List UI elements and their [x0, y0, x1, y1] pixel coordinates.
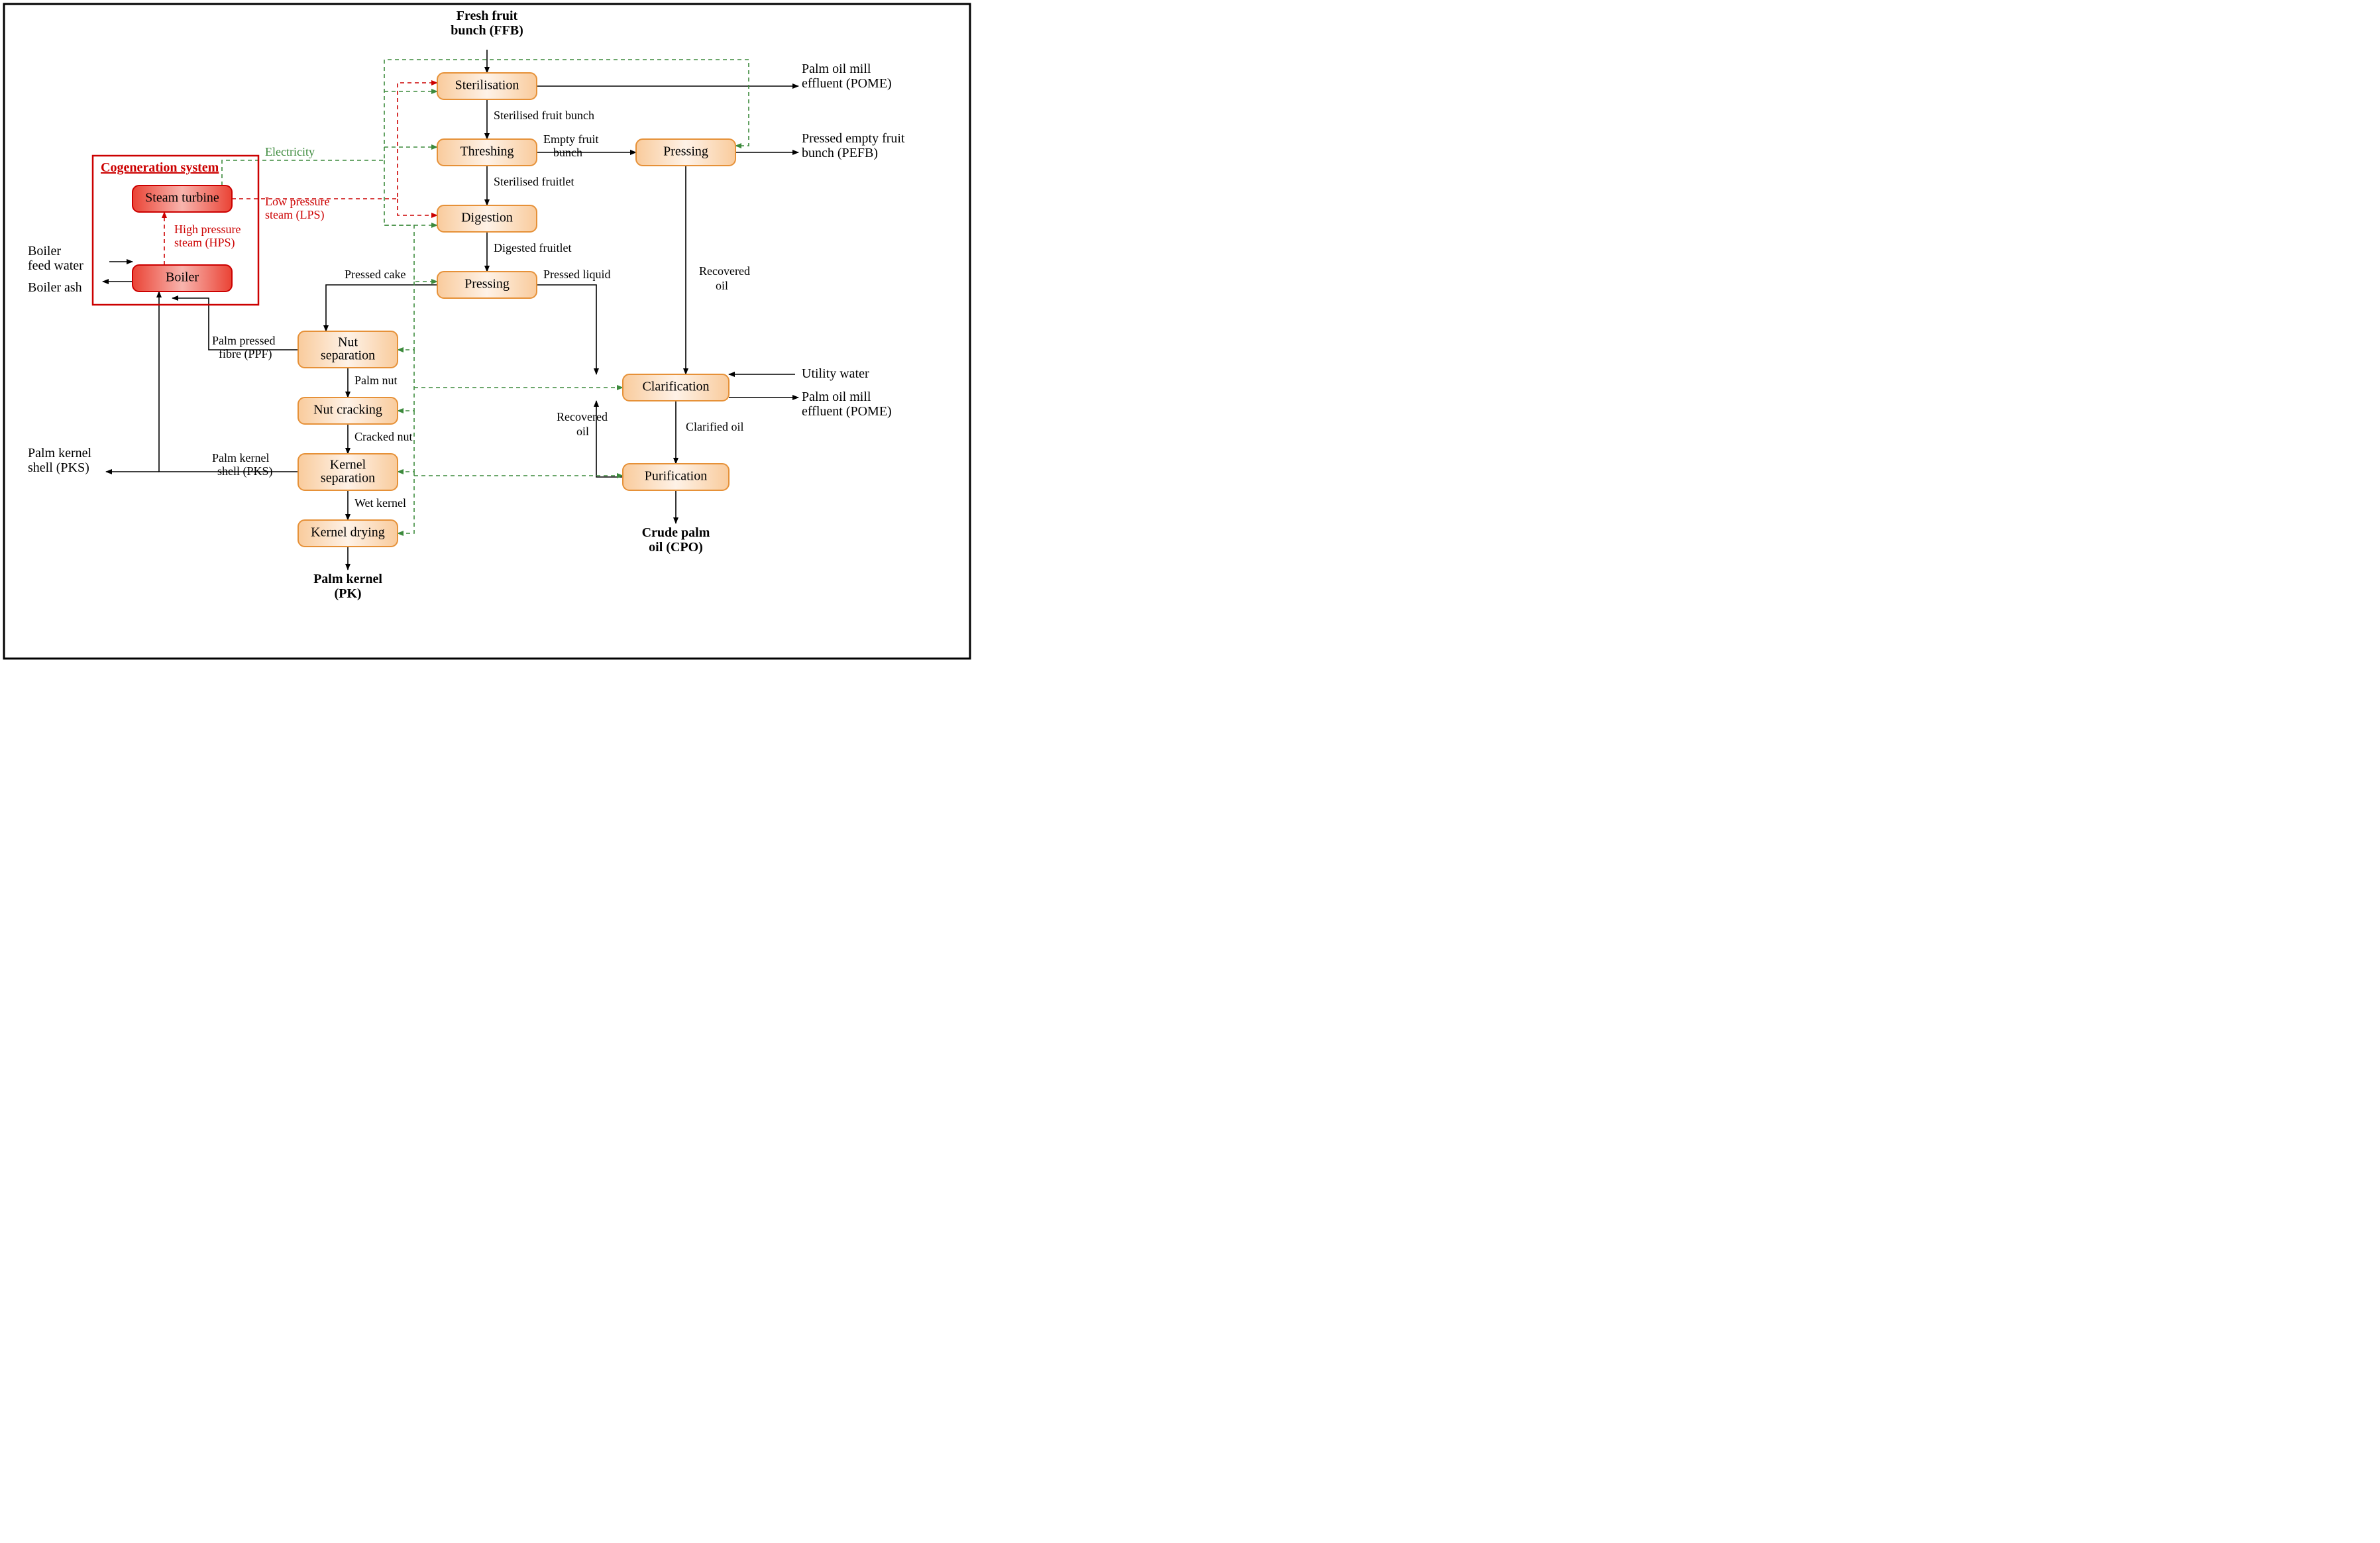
node-label-digestion: Digestion — [461, 211, 513, 225]
node-pressing_main: Pressing — [437, 272, 537, 298]
text-ffb: Fresh fruitbunch (FFB) — [451, 9, 523, 38]
edge-label-recovered_efb: Recovered — [699, 264, 750, 278]
node-label-kernel_dry: Kernel drying — [311, 525, 385, 540]
edge-label-ppf2: fibre (PPF) — [219, 347, 272, 361]
node-nut_crack: Nut cracking — [298, 398, 398, 424]
node-label-purification: Purification — [645, 469, 707, 484]
edge-label-hps: High pressure — [174, 223, 241, 236]
edge-label-pks_in2: shell (PKS) — [217, 464, 273, 478]
edge-label-ster_fruitlet: Sterilised fruitlet — [494, 175, 574, 188]
node-label-sterilisation: Sterilisation — [455, 78, 519, 93]
edge-label-pks_in: Palm kernel — [212, 451, 269, 464]
edge-label-recovered_efb2: oil — [716, 279, 728, 292]
text-boiler_ash: Boiler ash — [28, 280, 82, 295]
edge-label-wet_kernel: Wet kernel — [354, 496, 406, 509]
node-digestion: Digestion — [437, 205, 537, 232]
edge-label-hps2: steam (HPS) — [174, 236, 235, 250]
node-label-nut_crack: Nut cracking — [313, 403, 382, 417]
node-nut_sep: Nutseparation — [298, 331, 398, 368]
node-label-steam_turbine: Steam turbine — [145, 191, 219, 205]
edge-label-ster_fruit_bunch: Sterilised fruit bunch — [494, 109, 594, 122]
node-label-pressing_efb: Pressing — [663, 144, 708, 159]
palm-oil-flowchart: Cogeneration system Steam turbine Boiler St… — [0, 0, 974, 663]
text-pks_out: Palm kernelshell (PKS) — [28, 446, 92, 475]
node-steam_turbine: Steam turbine — [133, 186, 232, 212]
edge-label-digested: Digested fruitlet — [494, 241, 571, 254]
node-pressing_efb: Pressing — [636, 139, 735, 166]
edge-label-elec: Electricity — [265, 145, 315, 158]
edge-label-lps2: steam (LPS) — [265, 208, 325, 222]
node-purification: Purification — [623, 464, 729, 490]
node-kernel_sep: Kernelseparation — [298, 454, 398, 490]
node-threshing: Threshing — [437, 139, 537, 166]
cogen-title: Cogeneration system — [101, 160, 219, 175]
node-boiler: Boiler — [133, 265, 232, 292]
edge-label-recovered_purif: Recovered — [557, 410, 608, 423]
node-clarification: Clarification — [623, 374, 729, 401]
node-label-boiler: Boiler — [166, 270, 199, 285]
edge-label-lps: Low pressure — [265, 195, 329, 208]
edge-label-recovered_purif2: oil — [576, 425, 589, 438]
edge-label-pressed_cake: Pressed cake — [345, 268, 406, 281]
node-label-clarification: Clarification — [642, 380, 709, 394]
edge-label-ppf: Palm pressed — [212, 334, 275, 347]
edge-label-pressed_liquid: Pressed liquid — [543, 268, 611, 281]
edge-label-palm_nut: Palm nut — [354, 374, 398, 387]
edge-label-clarified: Clarified oil — [686, 420, 743, 433]
node-label-threshing: Threshing — [460, 144, 514, 159]
node-kernel_dry: Kernel drying — [298, 520, 398, 547]
text-util_water: Utility water — [802, 366, 869, 381]
node-sterilisation: Sterilisation — [437, 73, 537, 99]
edge-label-cracked: Cracked nut — [354, 430, 412, 443]
text-cpo: Crude palmoil (CPO) — [642, 525, 710, 555]
edge-label-empty_fruit: Empty fruit — [543, 133, 599, 146]
node-label-pressing_main: Pressing — [464, 277, 510, 292]
edge-label-empty_fruit2: bunch — [553, 146, 582, 159]
